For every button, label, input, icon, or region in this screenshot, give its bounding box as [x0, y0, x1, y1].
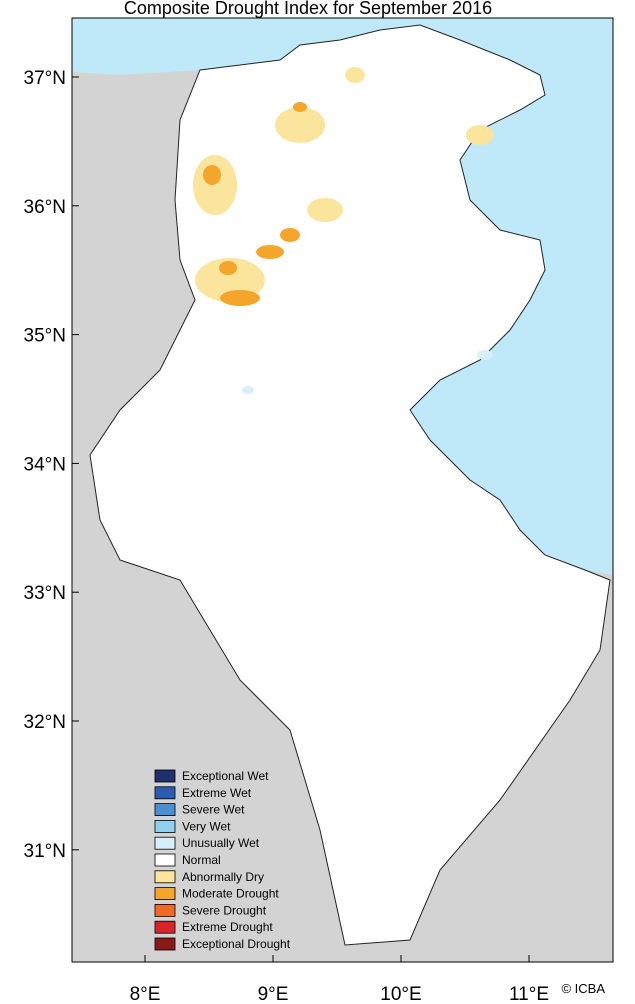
- legend-swatch: [154, 836, 176, 850]
- drought-patches: [193, 67, 494, 394]
- y-tick-label: 33°N: [24, 583, 66, 604]
- legend-label: Normal: [182, 853, 221, 867]
- legend-label: Severe Wet: [182, 803, 245, 817]
- legend-swatch: [154, 853, 176, 867]
- drought-patch: [256, 245, 284, 259]
- legend-label: Severe Drought: [182, 903, 267, 917]
- map-frame: [71, 17, 614, 963]
- frame-border: [71, 17, 614, 963]
- credit: © ICBA: [561, 981, 605, 996]
- legend-swatch: [154, 887, 176, 900]
- legend-swatch: [154, 870, 176, 884]
- legend-label: Abnormally Dry: [182, 870, 264, 884]
- legend-label: Extreme Drought: [182, 920, 273, 934]
- legend-label: Exceptional Drought: [182, 937, 291, 951]
- legend-swatch: [154, 786, 176, 800]
- y-tick-label: 32°N: [24, 712, 66, 733]
- x-tick-label: 8°E: [130, 984, 161, 1004]
- x-tick-label: 10°E: [380, 984, 421, 1004]
- dry-patch: [307, 198, 343, 222]
- legend-swatch: [154, 769, 176, 783]
- dry-patch: [193, 155, 237, 215]
- legend: Exceptional Wet Extreme Wet Severe Wet Very…: [154, 769, 291, 951]
- x-tick-label: 9°E: [258, 984, 289, 1004]
- wet-patch: [477, 350, 493, 360]
- y-tick-label: 35°N: [24, 326, 66, 347]
- drought-patch: [280, 228, 300, 242]
- tunisia: [89, 24, 611, 946]
- y-tick-label: 34°N: [24, 454, 66, 475]
- dry-patch: [275, 107, 325, 143]
- legend-swatch: [154, 937, 176, 951]
- legend-label: Very Wet: [182, 819, 231, 833]
- dry-patch: [345, 67, 365, 83]
- legend-swatch: [154, 820, 176, 833]
- y-tick-label: 36°N: [24, 197, 66, 218]
- drought-patch: [203, 165, 221, 185]
- dry-patch: [466, 125, 494, 145]
- map-title: Composite Drought Index for September 20…: [124, 0, 492, 18]
- x-tick-label: 11°E: [509, 984, 549, 1004]
- drought-patch: [219, 261, 237, 275]
- drought-patch: [293, 102, 307, 112]
- wet-patch: [242, 386, 254, 394]
- legend-swatch: [154, 803, 176, 816]
- y-tick-label: 31°N: [24, 841, 66, 862]
- drought-patch: [220, 290, 260, 306]
- legend-label: Extreme Wet: [182, 786, 252, 800]
- legend-swatch: [154, 920, 176, 934]
- y-tick-label: 37°N: [24, 68, 66, 89]
- legend-label: Moderate Drought: [182, 887, 279, 901]
- legend-label: Unusually Wet: [182, 836, 260, 850]
- legend-label: Exceptional Wet: [182, 769, 269, 783]
- sea: [72, 18, 613, 575]
- legend-swatch: [154, 904, 176, 917]
